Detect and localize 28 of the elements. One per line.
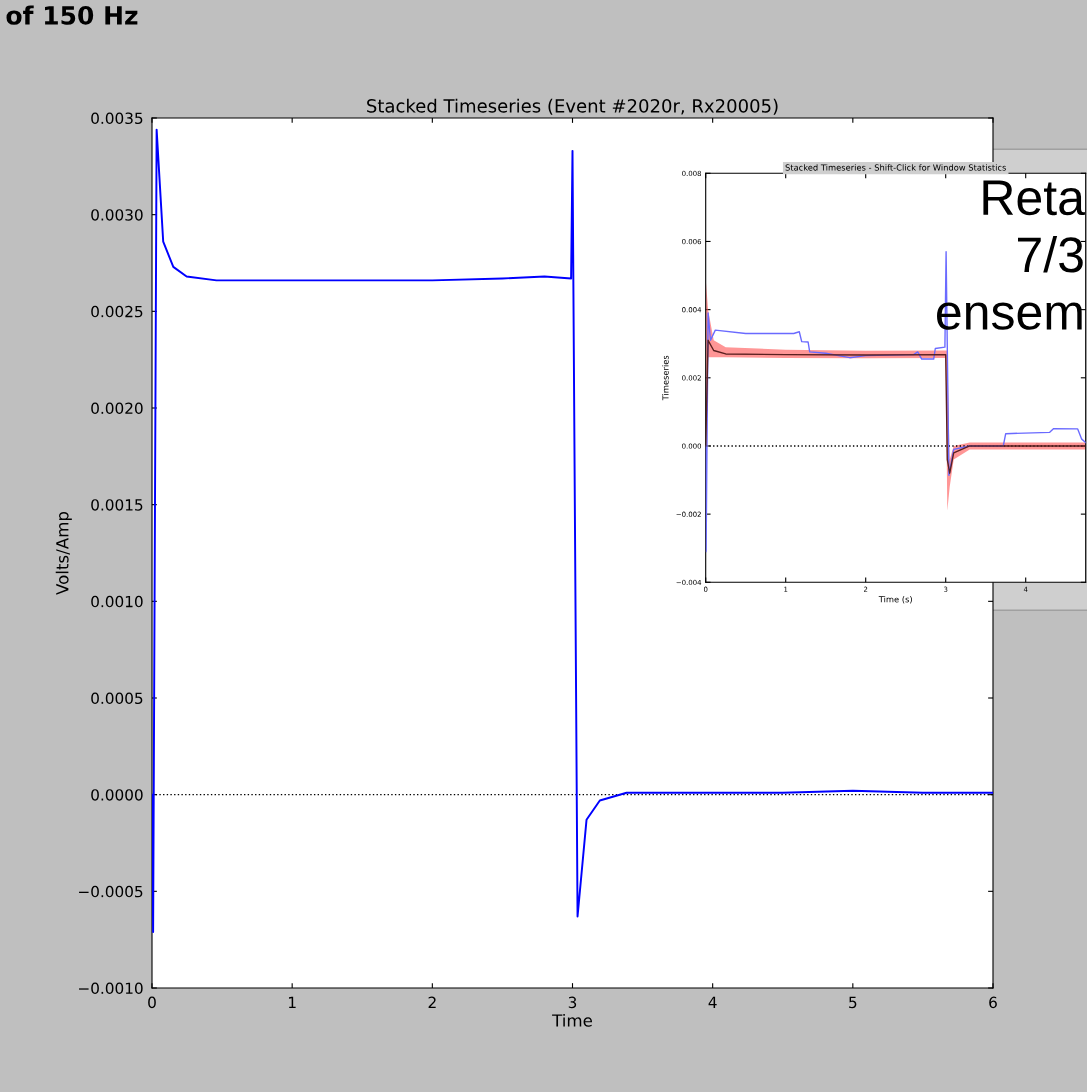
annotation: Reta — [983, 180, 1085, 216]
x-tick-label: 6 — [989, 996, 997, 1009]
x-tick-label: 2 — [428, 996, 436, 1008]
y-tick-label: 0.0000 — [91, 789, 143, 801]
x-tick-label: 4 — [708, 996, 717, 1008]
y-tick-label: 0.0005 — [91, 692, 143, 705]
x-tick-label: 1 — [288, 996, 296, 1008]
chart-title: Stacked Timeseries (Event #2020r, Rx20005) — [367, 98, 778, 115]
chart-title: Stacked Timeseries - Shift-Click for Window Statistics — [785, 164, 1006, 171]
y-tick-label: −0.0005 — [79, 885, 143, 898]
y-tick-label: −0.0010 — [79, 982, 143, 995]
y-axis-title: Timeseries — [662, 355, 669, 401]
x-tick-label: 0 — [148, 996, 156, 1009]
text: of 150 Hz — [6, 5, 138, 25]
annotation: 7/3 — [1018, 235, 1083, 273]
x-tick-label: 3 — [568, 996, 577, 1009]
x-axis-title: Time — [552, 1013, 592, 1027]
y-tick-label: 0.0025 — [91, 305, 143, 318]
y-tick-label: 0.0020 — [91, 402, 143, 415]
x-tick-label: 5 — [849, 996, 857, 1009]
annotation: ensem — [937, 302, 1082, 330]
y-tick-label: 0.0010 — [91, 595, 143, 608]
y-tick-label: 0.0035 — [91, 112, 143, 125]
y-axis-title: Volts/Amp — [55, 511, 72, 595]
y-tick-label: 0.0030 — [91, 209, 143, 221]
line-series — [705, 339, 1086, 474]
x-axis-title: Time (s) — [878, 595, 912, 604]
y-tick-label: 0.0015 — [91, 499, 143, 511]
